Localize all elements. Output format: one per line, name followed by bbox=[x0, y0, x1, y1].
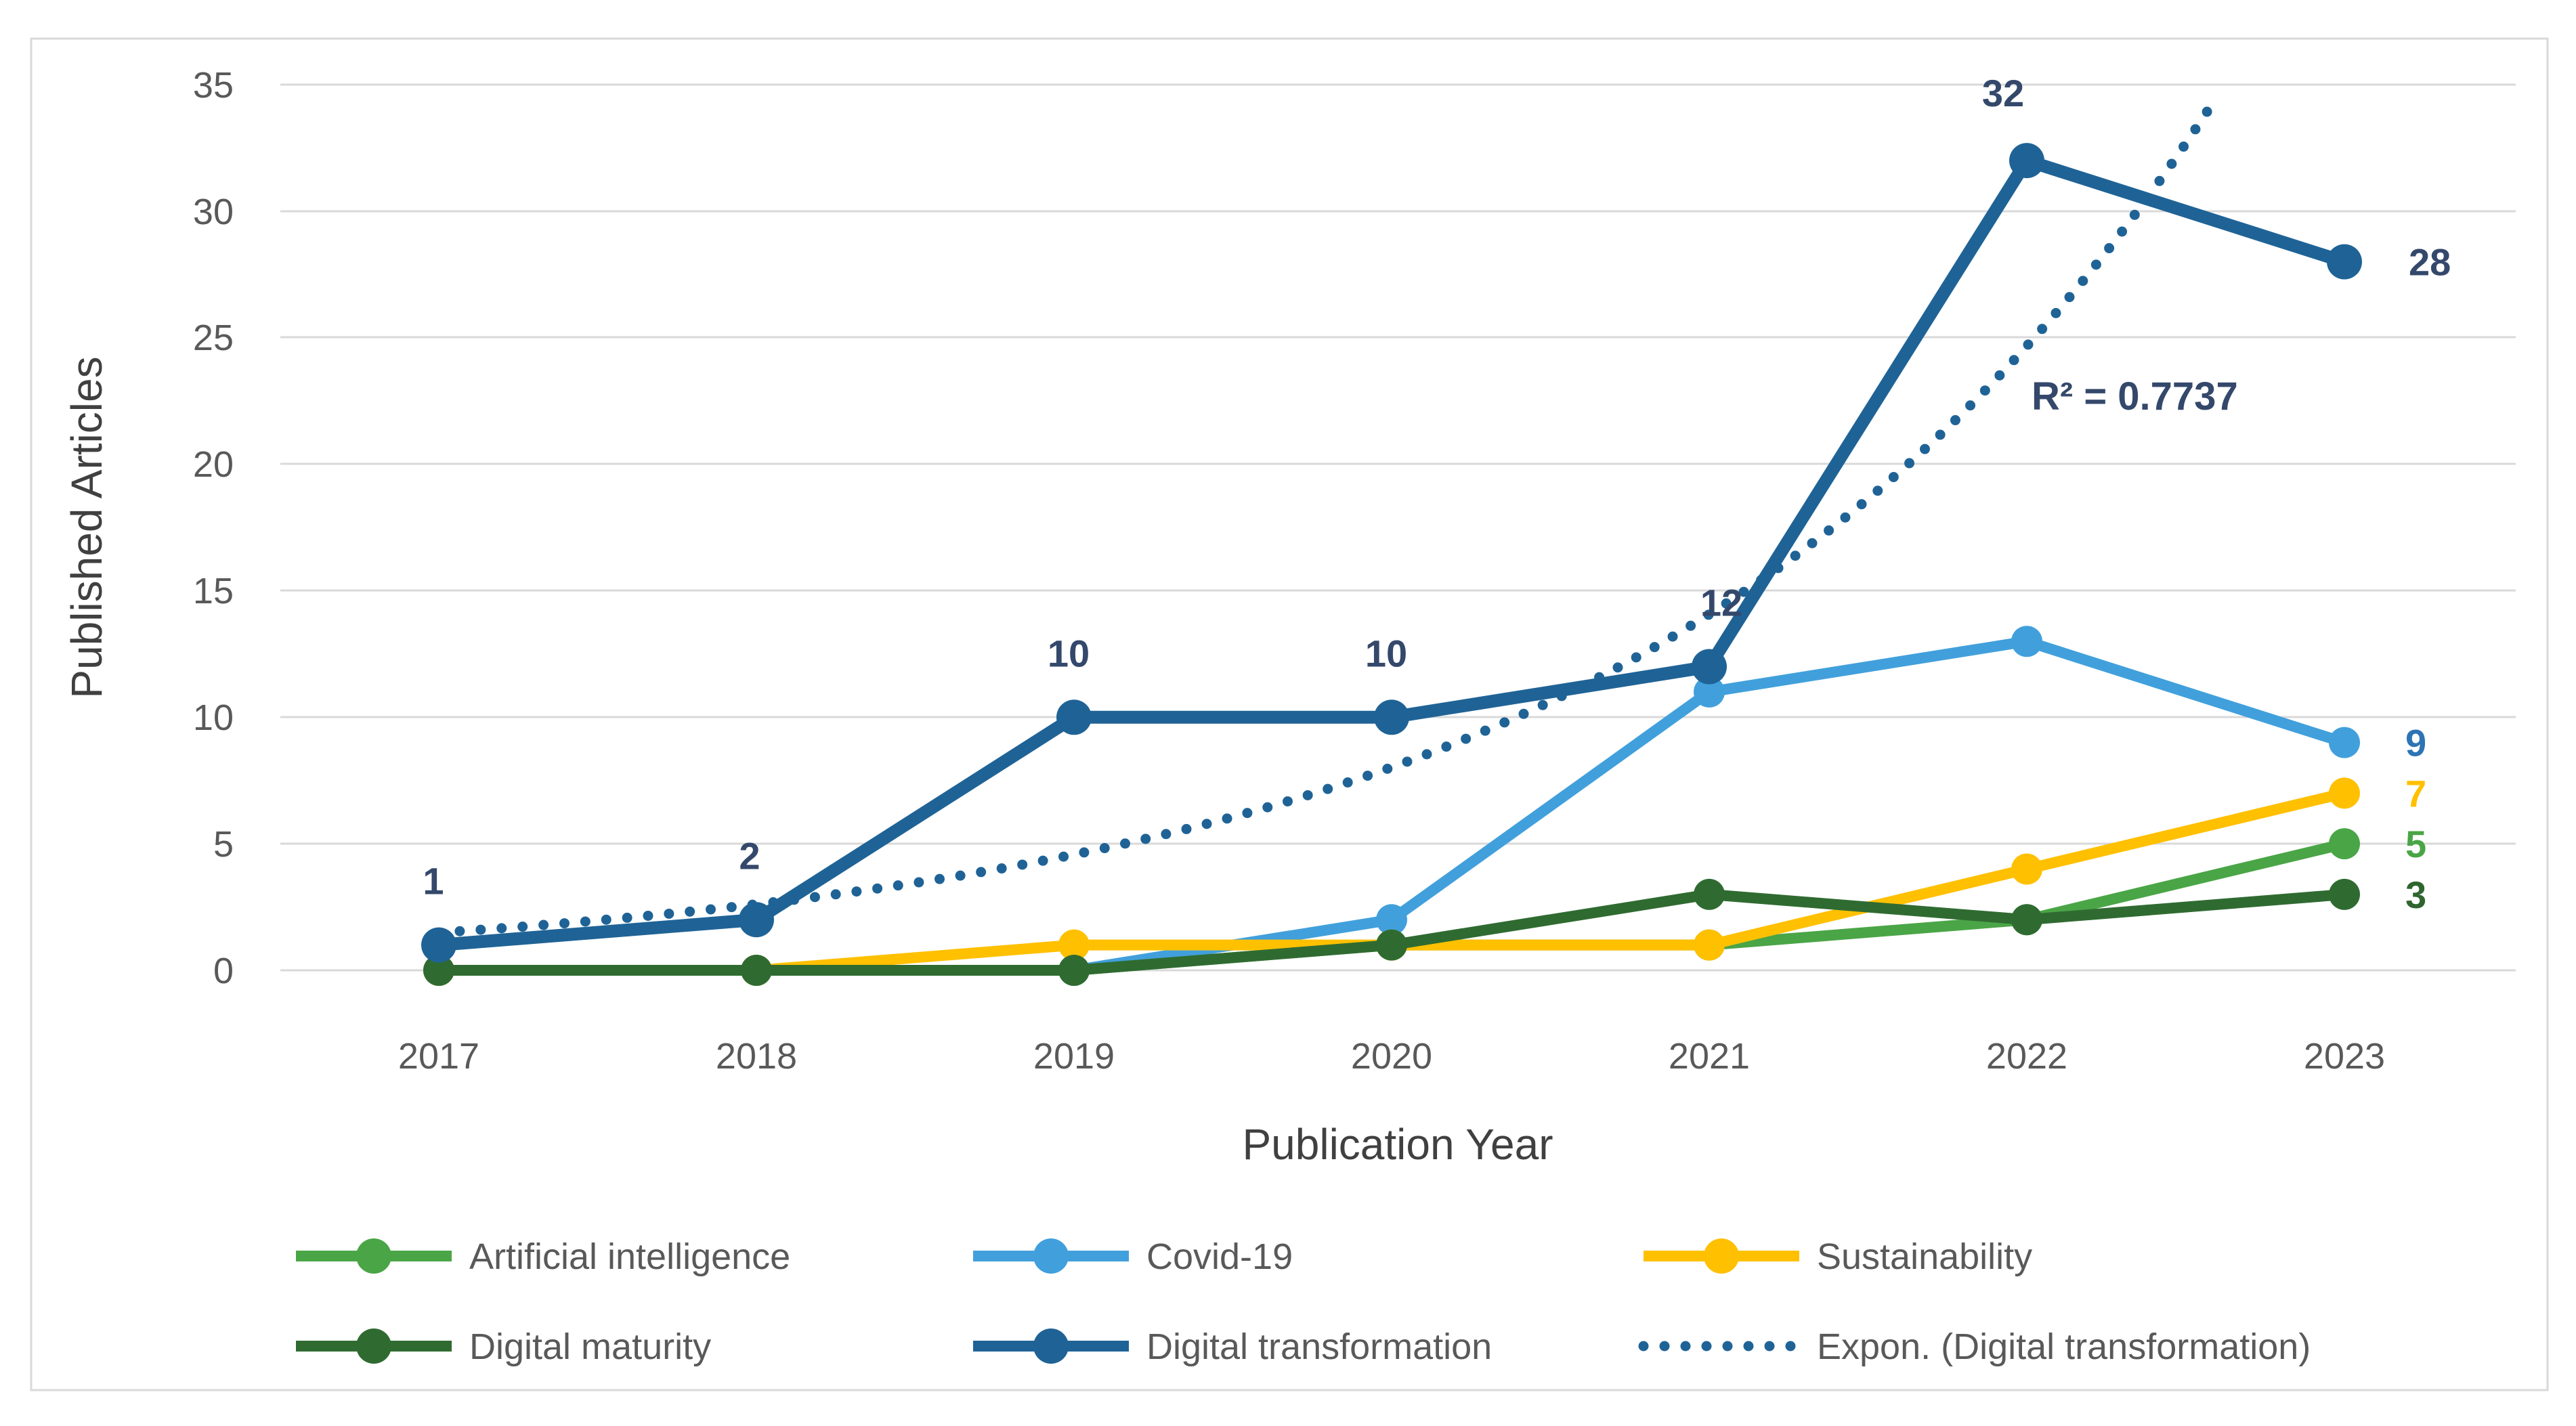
data-point-covid-19-2021 bbox=[1694, 676, 1725, 708]
data-point-digital-transformation-2017 bbox=[421, 927, 456, 963]
data-label-sustainability-2023: 7 bbox=[2405, 772, 2426, 815]
legend-marker-digital-maturity bbox=[356, 1328, 391, 1364]
legend-item-expon-digital-transformation: Expon. (Digital transformation) bbox=[1638, 1326, 2311, 1367]
y-tick-30: 30 bbox=[193, 192, 234, 232]
x-tick-2020: 2020 bbox=[1351, 1036, 1432, 1077]
legend-marker-sustainability bbox=[1704, 1238, 1739, 1274]
data-label-digital-maturity-2023: 3 bbox=[2405, 873, 2426, 916]
data-point-sustainability-2022 bbox=[2011, 853, 2042, 885]
data-point-digital-maturity-2019 bbox=[1058, 955, 1090, 986]
data-point-digital-transformation-2021 bbox=[1692, 649, 1727, 685]
legend-marker-artificial-intelligence bbox=[356, 1238, 391, 1274]
y-axis-title: Published Articles bbox=[62, 356, 111, 698]
y-tick-5: 5 bbox=[213, 824, 234, 865]
y-tick-25: 25 bbox=[193, 318, 234, 358]
legend-label-sustainability: Sustainability bbox=[1817, 1236, 2032, 1277]
data-label-digital-transformation-2020: 10 bbox=[1365, 632, 1407, 674]
legend-label-expon-digital-transformation: Expon. (Digital transformation) bbox=[1817, 1326, 2311, 1367]
data-point-artificial-intelligence-2023 bbox=[2329, 828, 2360, 860]
x-tick-2019: 2019 bbox=[1033, 1036, 1115, 1077]
data-label-covid-19-2023: 9 bbox=[2405, 722, 2426, 764]
legend: Artificial intelligence Covid-19 Sustain… bbox=[296, 1236, 2311, 1367]
data-label-digital-transformation-2018: 2 bbox=[739, 834, 760, 877]
data-label-digital-transformation-2023: 28 bbox=[2409, 241, 2451, 284]
data-label-digital-transformation-2017: 1 bbox=[423, 860, 444, 903]
y-tick-15: 15 bbox=[193, 571, 234, 611]
y-tick-20: 20 bbox=[193, 444, 234, 485]
legend-item-digital-maturity: Digital maturity bbox=[296, 1326, 711, 1367]
data-point-sustainability-2023 bbox=[2329, 777, 2360, 809]
data-label-digital-transformation-2021: 12 bbox=[1700, 582, 1742, 624]
y-tick-35: 35 bbox=[193, 65, 234, 106]
x-axis-ticks: 2017 2018 2019 2020 2021 2022 2023 bbox=[398, 1036, 2385, 1077]
data-point-digital-maturity-2017 bbox=[423, 955, 454, 986]
x-tick-2018: 2018 bbox=[716, 1036, 797, 1077]
x-tick-2017: 2017 bbox=[398, 1036, 479, 1077]
data-label-digital-transformation-2019: 10 bbox=[1048, 632, 1090, 674]
x-tick-2023: 2023 bbox=[2304, 1036, 2385, 1077]
legend-label-digital-maturity: Digital maturity bbox=[469, 1326, 711, 1367]
data-point-sustainability-2019 bbox=[1058, 929, 1090, 961]
x-axis-title: Publication Year bbox=[1242, 1120, 1553, 1169]
r-squared-label: R² = 0.7737 bbox=[2032, 374, 2238, 418]
data-point-digital-maturity-2020 bbox=[1376, 929, 1407, 961]
legend-item-covid-19: Covid-19 bbox=[973, 1236, 1293, 1277]
legend-label-digital-transformation: Digital transformation bbox=[1146, 1326, 1492, 1367]
x-tick-2022: 2022 bbox=[1986, 1036, 2067, 1077]
y-axis-ticks: 0 5 10 15 20 25 30 35 bbox=[193, 65, 234, 991]
data-label-digital-transformation-2022: 32 bbox=[1982, 72, 2024, 114]
data-label-artificial-intelligence-2023: 5 bbox=[2405, 823, 2426, 865]
y-tick-0: 0 bbox=[213, 951, 234, 991]
data-point-digital-maturity-2018 bbox=[741, 955, 772, 986]
y-tick-10: 10 bbox=[193, 697, 234, 738]
data-point-digital-maturity-2022 bbox=[2011, 904, 2042, 936]
data-point-digital-transformation-2018 bbox=[739, 902, 774, 938]
legend-item-artificial-intelligence: Artificial intelligence bbox=[296, 1236, 790, 1277]
data-point-sustainability-2021 bbox=[1694, 929, 1725, 961]
legend-marker-digital-transformation bbox=[1033, 1328, 1069, 1364]
legend-marker-covid-19 bbox=[1033, 1238, 1069, 1274]
data-point-digital-transformation-2022 bbox=[2009, 143, 2044, 179]
data-point-digital-transformation-2019 bbox=[1056, 699, 1092, 735]
data-point-digital-transformation-2023 bbox=[2327, 244, 2362, 280]
data-point-digital-transformation-2020 bbox=[1374, 699, 1409, 735]
x-tick-2021: 2021 bbox=[1669, 1036, 1750, 1077]
legend-item-sustainability: Sustainability bbox=[1644, 1236, 2032, 1277]
legend-item-digital-transformation: Digital transformation bbox=[973, 1326, 1492, 1367]
chart-border bbox=[30, 37, 2549, 1391]
data-point-covid-19-2020 bbox=[1376, 904, 1407, 936]
legend-label-covid-19: Covid-19 bbox=[1146, 1236, 1293, 1277]
data-point-digital-maturity-2023 bbox=[2329, 878, 2360, 910]
legend-label-artificial-intelligence: Artificial intelligence bbox=[469, 1236, 790, 1277]
trendline-expon-digital-transformation bbox=[433, 91, 2223, 938]
data-point-covid-19-2022 bbox=[2011, 626, 2042, 657]
data-point-covid-19-2023 bbox=[2329, 727, 2360, 758]
data-point-digital-maturity-2021 bbox=[1694, 878, 1725, 910]
